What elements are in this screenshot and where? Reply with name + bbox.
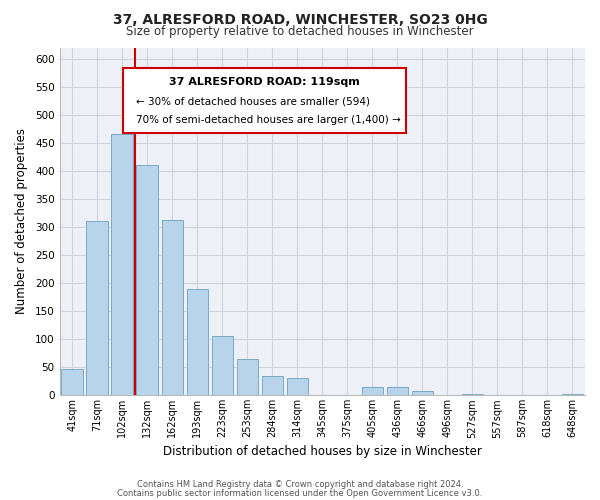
Bar	[562, 394, 583, 396]
Text: ← 30% of detached houses are smaller (594): ← 30% of detached houses are smaller (59…	[136, 96, 370, 106]
Bar	[287, 378, 308, 396]
Bar	[187, 288, 208, 396]
Bar	[236, 359, 258, 396]
Bar	[112, 134, 133, 396]
Text: 70% of semi-detached houses are larger (1,400) →: 70% of semi-detached houses are larger (…	[136, 116, 400, 126]
Bar	[86, 222, 108, 396]
Bar	[161, 220, 183, 396]
Bar	[212, 336, 233, 396]
X-axis label: Distribution of detached houses by size in Winchester: Distribution of detached houses by size …	[163, 444, 482, 458]
Bar	[462, 394, 483, 396]
Text: 37 ALRESFORD ROAD: 119sqm: 37 ALRESFORD ROAD: 119sqm	[169, 77, 360, 87]
Text: Contains HM Land Registry data © Crown copyright and database right 2024.: Contains HM Land Registry data © Crown c…	[137, 480, 463, 489]
Text: Size of property relative to detached houses in Winchester: Size of property relative to detached ho…	[126, 25, 474, 38]
Y-axis label: Number of detached properties: Number of detached properties	[15, 128, 28, 314]
Bar	[362, 388, 383, 396]
Text: Contains public sector information licensed under the Open Government Licence v3: Contains public sector information licen…	[118, 488, 482, 498]
Bar	[262, 376, 283, 396]
Bar	[412, 391, 433, 396]
Text: 37, ALRESFORD ROAD, WINCHESTER, SO23 0HG: 37, ALRESFORD ROAD, WINCHESTER, SO23 0HG	[113, 12, 487, 26]
Bar	[61, 369, 83, 396]
Bar	[136, 166, 158, 396]
FancyBboxPatch shape	[122, 68, 406, 132]
Bar	[387, 388, 408, 396]
